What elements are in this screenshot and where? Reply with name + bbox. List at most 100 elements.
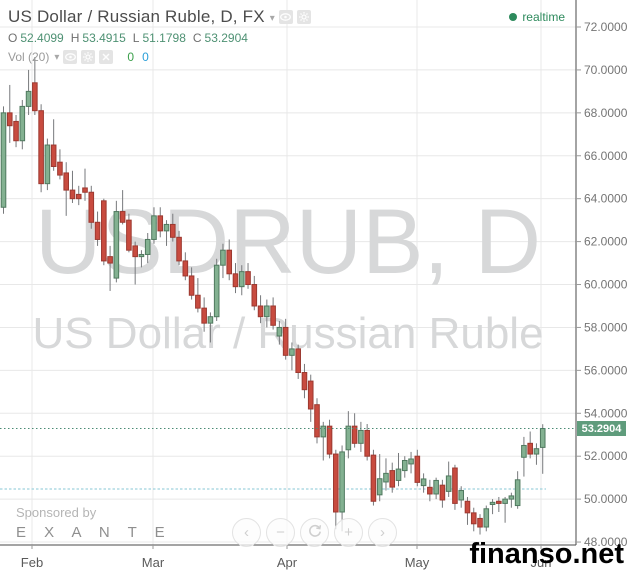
candle [333,453,339,513]
chevron-down-icon[interactable]: ▾ [54,52,60,63]
scroll-back-button[interactable]: ‹ [232,518,261,547]
candle [295,348,301,374]
realtime-label: realtime [522,10,565,24]
candle [44,144,51,185]
candle [25,90,32,107]
volume-indicator-label[interactable]: Vol (20) [8,49,50,64]
price-tick-label: 62.0000 [584,235,627,249]
reset-view-button[interactable] [300,518,329,547]
candle [6,112,13,127]
candle [63,172,70,191]
low-value: 51.1798 [142,31,186,45]
candle [169,223,176,238]
candle [496,500,502,504]
candle [326,425,333,455]
candle [433,479,439,495]
candle [314,404,320,438]
candle [201,307,207,324]
candle [395,468,402,481]
candle [245,271,251,286]
candle [527,442,533,455]
candle [502,498,508,504]
candle [207,316,214,324]
price-tick-label: 58.0000 [584,320,627,334]
sponsor-logo: E X A N T E [16,524,172,541]
candle [182,260,189,277]
symbol-row[interactable]: US Dollar / Russian Ruble, D, FX ▾ [8,6,311,28]
candle [320,425,327,438]
candle [107,256,113,264]
candle [126,219,132,251]
candle [132,245,138,258]
price-tick-label: 70.0000 [584,63,627,77]
candle [389,470,396,488]
candle [483,508,490,528]
candle [82,187,88,193]
candle [539,428,546,448]
settings-button[interactable] [296,10,311,24]
minus-icon: − [276,524,285,541]
candle [414,455,421,483]
close-label: C [192,31,202,45]
candle [32,82,38,112]
candle [69,189,76,200]
candle [38,110,44,185]
candle [439,484,446,501]
candle [238,271,245,288]
candle [13,120,19,142]
chevron-down-icon[interactable]: ▾ [269,12,275,24]
candle [383,472,389,483]
volume-value-1: 0 [127,49,135,64]
indicator-visibility-button[interactable] [63,49,78,64]
eye-icon [280,13,292,21]
candle [339,451,345,513]
open-value: 52.4099 [20,31,64,45]
candle [195,294,201,309]
price-tick-label: 68.0000 [584,106,627,120]
candle [276,326,283,337]
candle [151,215,157,240]
ohlc-row: O 52.4099 H 53.4915 L 51.1798 C 53.2904 [8,31,311,46]
candle [370,454,377,502]
indicator-settings-button[interactable] [81,49,96,64]
candle [232,273,239,288]
price-tick-label: 48.0000 [584,535,627,549]
indicator-remove-button[interactable] [99,49,114,64]
month-label: Mar [142,555,165,570]
price-tick-label: 54.0000 [584,406,627,420]
candle [345,425,352,451]
zoom-out-button[interactable]: − [266,518,295,547]
chart-legend: US Dollar / Russian Ruble, D, FX ▾ O 52.4… [8,6,311,64]
symbol-title[interactable]: US Dollar / Russian Ruble, D, FX [8,7,265,26]
candle [257,305,264,318]
chart-nav-toolbar: ‹ − + › [232,518,402,547]
current-price-tag: 53.2904 [577,421,626,436]
candle [351,425,358,444]
scroll-forward-button[interactable]: › [368,518,397,547]
price-tick-label: 72.0000 [584,20,627,34]
open-label: O [8,31,18,45]
zoom-in-button[interactable]: + [334,518,363,547]
sponsor-prefix: Sponsored by [16,505,97,520]
candle [408,458,414,465]
close-value: 53.2904 [204,31,248,45]
candle [282,326,289,356]
candle [188,275,195,296]
gear-icon [298,12,309,22]
price-tick-label: 52.0000 [584,449,627,463]
low-label: L [132,31,140,45]
candle [19,105,26,142]
visibility-toggle-button[interactable] [278,10,293,24]
candle [144,238,151,255]
candle [521,444,527,458]
candle [427,486,433,495]
site-watermark: finanso.net [469,538,624,570]
candle [50,144,57,167]
candle [401,459,408,472]
candle [264,305,270,318]
price-tick-label: 64.0000 [584,192,627,206]
candle [251,284,258,307]
candle [289,348,295,356]
